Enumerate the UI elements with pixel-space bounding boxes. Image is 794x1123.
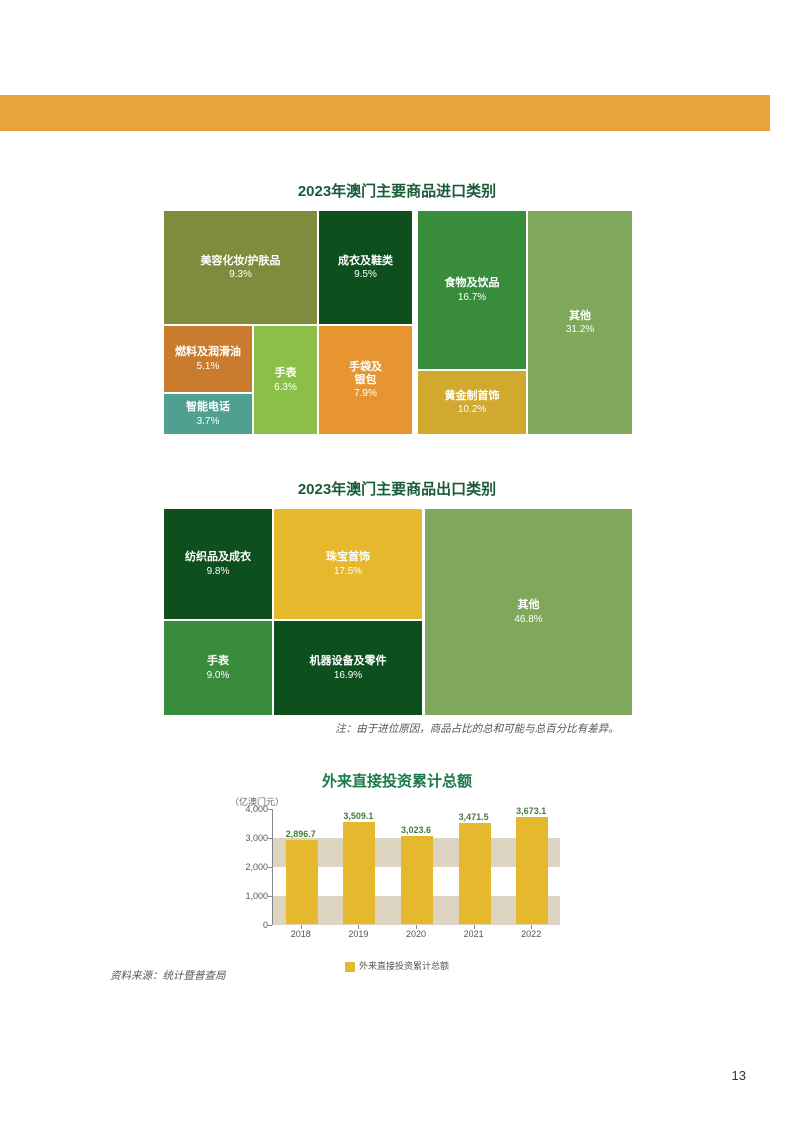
treemap-tile: 食物及饮品 16.7% (417, 210, 527, 370)
treemap-tile: 智能电话 3.7% (163, 393, 253, 435)
bar-value: 3,023.6 (392, 825, 440, 835)
x-tick: 2021 (445, 929, 503, 939)
treemap-tile: 珠宝首饰 17.5% (273, 508, 423, 620)
bar-value: 3,673.1 (507, 806, 555, 816)
tile-label: 燃料及润滑油 (175, 346, 241, 359)
tile-pct: 16.7% (458, 292, 486, 303)
x-tick: 2020 (387, 929, 445, 939)
tile-pct: 10.2% (458, 404, 486, 415)
fdi-title: 外来直接投资累计总额 (0, 770, 794, 791)
treemap-tile: 纺织品及成衣 9.8% (163, 508, 273, 620)
bar (401, 836, 433, 924)
tile-label: 成衣及鞋类 (338, 255, 393, 268)
legend-swatch (345, 962, 355, 972)
rounding-note: 注：由于进位原因，商品占比的总和可能与总百分比有差异。 (0, 721, 794, 736)
treemap-tile: 手表 9.0% (163, 620, 273, 716)
x-tick: 2022 (502, 929, 560, 939)
bar-value: 3,471.5 (450, 812, 498, 822)
page-number: 13 (732, 1068, 746, 1083)
exports-treemap: 纺织品及成衣 9.8% 珠宝首饰 17.5% 其他 46.8% 手表 9.0% 机器设备及零件 1… (162, 507, 632, 715)
treemap-tile: 其他 46.8% (424, 508, 633, 716)
x-tick: 2018 (272, 929, 330, 939)
tile-pct: 5.1% (197, 361, 220, 372)
tile-pct: 6.3% (274, 382, 297, 393)
tile-label: 珠宝首饰 (326, 551, 370, 564)
imports-title: 2023年澳门主要商品进口类别 (0, 180, 794, 201)
exports-title: 2023年澳门主要商品出口类别 (0, 478, 794, 499)
bar (459, 823, 491, 924)
tile-pct: 46.8% (514, 614, 542, 625)
imports-treemap: 美容化妆/护肤品9.3%成衣及鞋类9.5%食物及饮品16.7%其他31.2%燃料… (162, 209, 632, 434)
tile-label: 手表 (207, 655, 229, 668)
tile-pct: 9.8% (207, 566, 230, 577)
tile-label: 机器设备及零件 (310, 655, 387, 668)
tile-label: 美容化妆/护肤品 (200, 255, 280, 268)
treemap-tile: 其他31.2% (527, 210, 633, 435)
y-tick: 1,000 (236, 891, 268, 901)
tile-label: 其他 (569, 310, 591, 323)
tile-pct: 9.3% (229, 269, 252, 280)
y-tick: 0 (236, 920, 268, 930)
y-tick: 3,000 (236, 833, 268, 843)
tile-pct: 9.5% (354, 269, 377, 280)
treemap-tile: 手袋及银包7.9% (318, 325, 413, 435)
tile-pct: 3.7% (197, 416, 220, 427)
tile-label: 食物及饮品 (445, 277, 500, 290)
treemap-tile: 美容化妆/护肤品9.3% (163, 210, 318, 325)
tile-label: 纺织品及成衣 (185, 551, 251, 564)
bar (516, 817, 548, 924)
tile-pct: 31.2% (566, 324, 594, 335)
top-bar (0, 95, 770, 131)
bar (286, 840, 318, 924)
tile-pct: 16.9% (334, 670, 362, 681)
tile-pct: 17.5% (334, 566, 362, 577)
legend-text: 外来直接投资累计总额 (359, 961, 449, 971)
fdi-chart: （亿澳门元） 01,0002,0003,0004,0002,896.720183… (232, 797, 562, 957)
tile-pct: 9.0% (207, 670, 230, 681)
tile-label: 其他 (518, 599, 540, 612)
treemap-tile: 燃料及润滑油 5.1% (163, 325, 253, 393)
treemap-tile: 机器设备及零件 16.9% (273, 620, 423, 716)
source: 资料来源：统计暨普查局 (110, 968, 226, 983)
y-tick: 2,000 (236, 862, 268, 872)
bar-value: 3,509.1 (334, 811, 382, 821)
treemap-tile: 手表 6.3% (253, 325, 318, 435)
tile-label: 黄金制首饰 (445, 390, 500, 403)
y-tick: 4,000 (236, 804, 268, 814)
tile-label: 手袋及银包 (349, 361, 382, 387)
tile-label: 智能电话 (186, 401, 230, 414)
treemap-tile: 黄金制首饰10.2% (417, 370, 527, 435)
treemap-tile: 成衣及鞋类9.5% (318, 210, 413, 325)
x-tick: 2019 (330, 929, 388, 939)
tile-pct: 7.9% (354, 388, 377, 399)
tile-label: 手表 (275, 367, 297, 380)
bar-value: 2,896.7 (277, 829, 325, 839)
bar (343, 822, 375, 924)
